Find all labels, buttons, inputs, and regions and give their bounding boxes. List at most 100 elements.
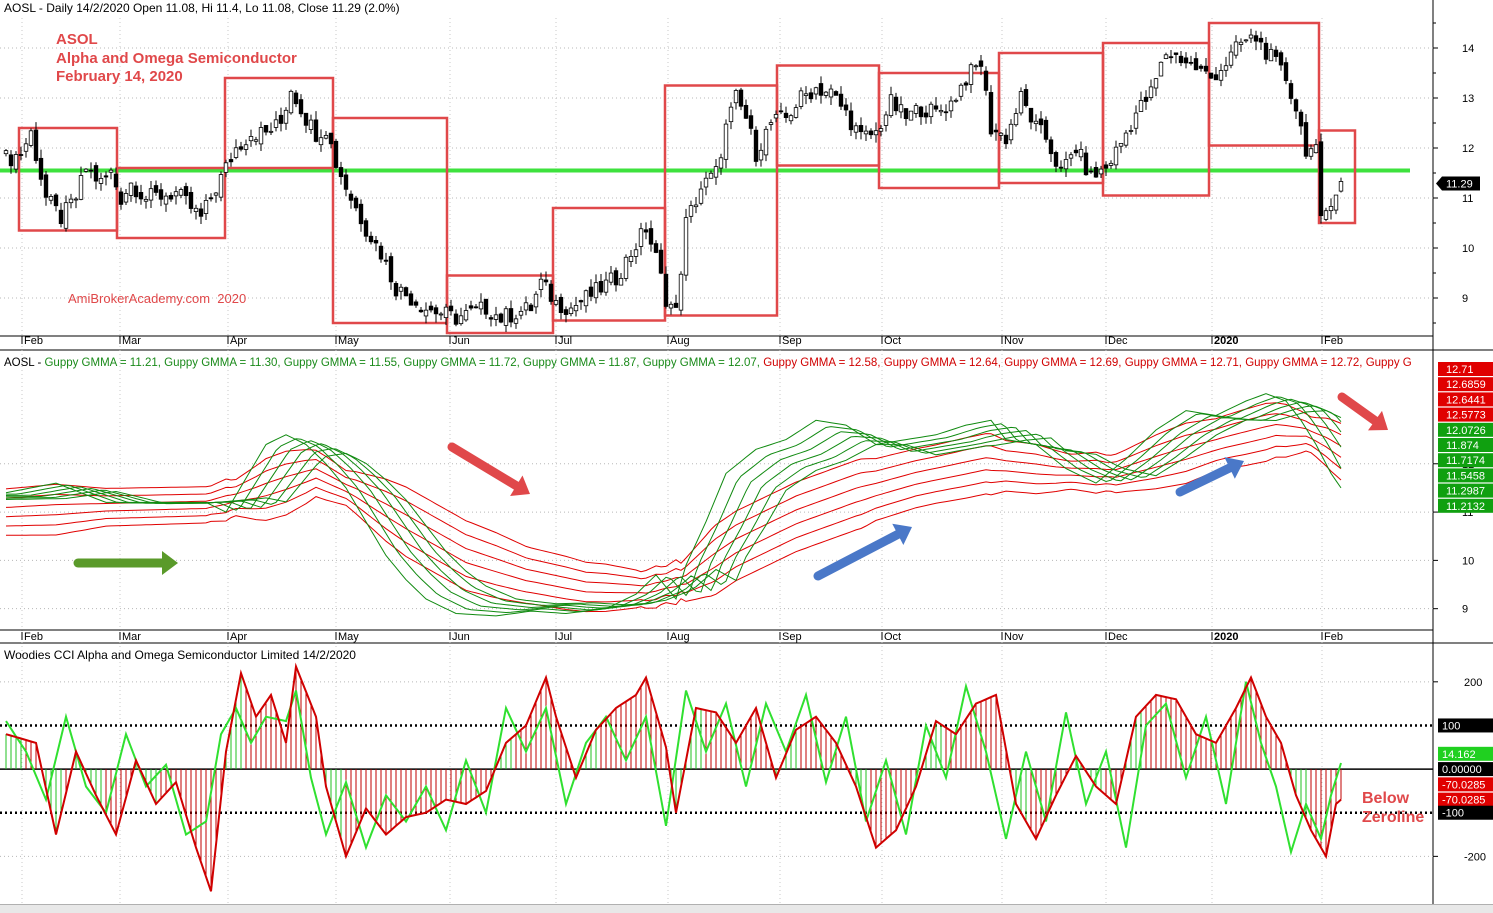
gmma-short-line — [6, 401, 1342, 609]
month-label: Mar — [122, 335, 141, 347]
candle-body — [1128, 130, 1134, 132]
candle-body — [233, 147, 239, 158]
candle-body — [73, 198, 79, 201]
candle-body — [1038, 118, 1044, 126]
gmma-value-label: 11.2987 — [1446, 486, 1485, 498]
candle-body — [1223, 65, 1229, 71]
month-label: Aug — [670, 335, 690, 347]
watermark: AmiBrokerAcademy.com 2020 — [68, 291, 246, 306]
annotation-line-1: ASOL — [56, 31, 98, 48]
candle-body — [353, 197, 359, 209]
candle-body — [808, 92, 814, 100]
candle-body — [868, 130, 874, 136]
candle-body — [428, 305, 434, 311]
candle-body — [113, 173, 119, 188]
candle-body — [863, 130, 869, 135]
candle-body — [1003, 134, 1009, 145]
gmma-tick-label: 10 — [1462, 555, 1474, 567]
price-tick-label: 12 — [1462, 143, 1474, 155]
candle-body — [393, 283, 399, 297]
candle-body — [63, 202, 69, 229]
candle-body — [1148, 86, 1154, 99]
candle-body — [778, 110, 784, 113]
candle-body — [1123, 132, 1129, 146]
cci-value-badge — [1438, 718, 1493, 733]
candle-body — [53, 194, 59, 207]
candle-body — [1058, 166, 1064, 169]
candle-body — [998, 132, 1004, 136]
gmma-legend-item: Guppy GMMA = 12.71, — [1122, 357, 1243, 369]
candle-body — [773, 114, 779, 119]
gmma-legend-item: Guppy GMMA = 12.64, — [881, 357, 1002, 369]
candle-body — [633, 249, 639, 257]
candle-body — [213, 192, 219, 196]
candle-body — [43, 174, 49, 198]
candle-body — [498, 313, 504, 323]
gmma-title-prefix: AOSL - — [4, 357, 44, 369]
candle-body — [118, 191, 124, 205]
candle-body — [1333, 194, 1339, 211]
candle-body — [553, 300, 559, 305]
sheet-tab-bar[interactable] — [0, 904, 1493, 913]
candle-body — [403, 287, 409, 297]
candle-body — [318, 137, 324, 146]
candle-body — [68, 198, 74, 204]
candle-body — [1168, 56, 1174, 59]
candle-body — [613, 270, 619, 286]
candle-body — [933, 105, 939, 110]
candle-body — [1063, 159, 1069, 170]
candle-body — [1208, 72, 1214, 79]
candle-body — [903, 108, 909, 120]
candle-body — [873, 130, 879, 136]
candle-body — [668, 303, 674, 309]
candle-body — [238, 146, 244, 150]
candle-body — [848, 110, 854, 131]
candle-body — [343, 174, 349, 190]
candle-body — [693, 204, 699, 208]
candle-body — [913, 105, 919, 114]
candle-body — [603, 279, 609, 293]
gmma-value-label: 12.0726 — [1446, 425, 1486, 437]
candle-body — [1238, 41, 1244, 45]
candle-body — [13, 154, 19, 170]
month-label: Sep — [782, 631, 802, 643]
candle-body — [228, 159, 234, 163]
month-label: 2020 — [1214, 631, 1238, 643]
month-label: Apr — [230, 335, 247, 347]
gmma-long-line — [5, 423, 1342, 587]
gmma-value-label: 11.2132 — [1446, 501, 1485, 513]
candle-body — [333, 140, 339, 168]
candle-body — [248, 136, 254, 142]
candle-body — [683, 217, 689, 276]
range-box — [331, 116, 449, 325]
candle-body — [28, 130, 34, 146]
candle-body — [488, 317, 494, 320]
candle-body — [173, 191, 179, 197]
candle-body — [463, 310, 469, 321]
candle-body — [1243, 39, 1249, 42]
candle-body — [168, 195, 174, 200]
month-label: May — [338, 631, 359, 643]
candle-body — [608, 272, 614, 283]
candle-body — [528, 304, 534, 312]
candle-body — [893, 96, 899, 112]
range-box — [115, 166, 227, 240]
month-label: Apr — [230, 631, 247, 643]
trend-arrow — [1175, 463, 1235, 497]
cci-value-badge — [1438, 805, 1493, 820]
candle-body — [1193, 58, 1199, 71]
gmma-legend-item: Guppy G — [1363, 357, 1412, 369]
gmma-short-line — [6, 396, 1342, 614]
gmma-short-line — [5, 393, 1342, 617]
gmma-value-badge — [1438, 453, 1493, 468]
candle-body — [483, 298, 489, 315]
candle-body — [223, 162, 229, 173]
candle-body — [153, 185, 159, 193]
below-zeroline-note-2: Zeroline — [1362, 809, 1424, 826]
month-label: Jun — [452, 335, 470, 347]
candle-body — [1153, 78, 1159, 89]
candle-body — [1068, 154, 1074, 159]
month-label: Jul — [558, 335, 572, 347]
candle-body — [438, 313, 444, 316]
candle-body — [23, 143, 29, 152]
